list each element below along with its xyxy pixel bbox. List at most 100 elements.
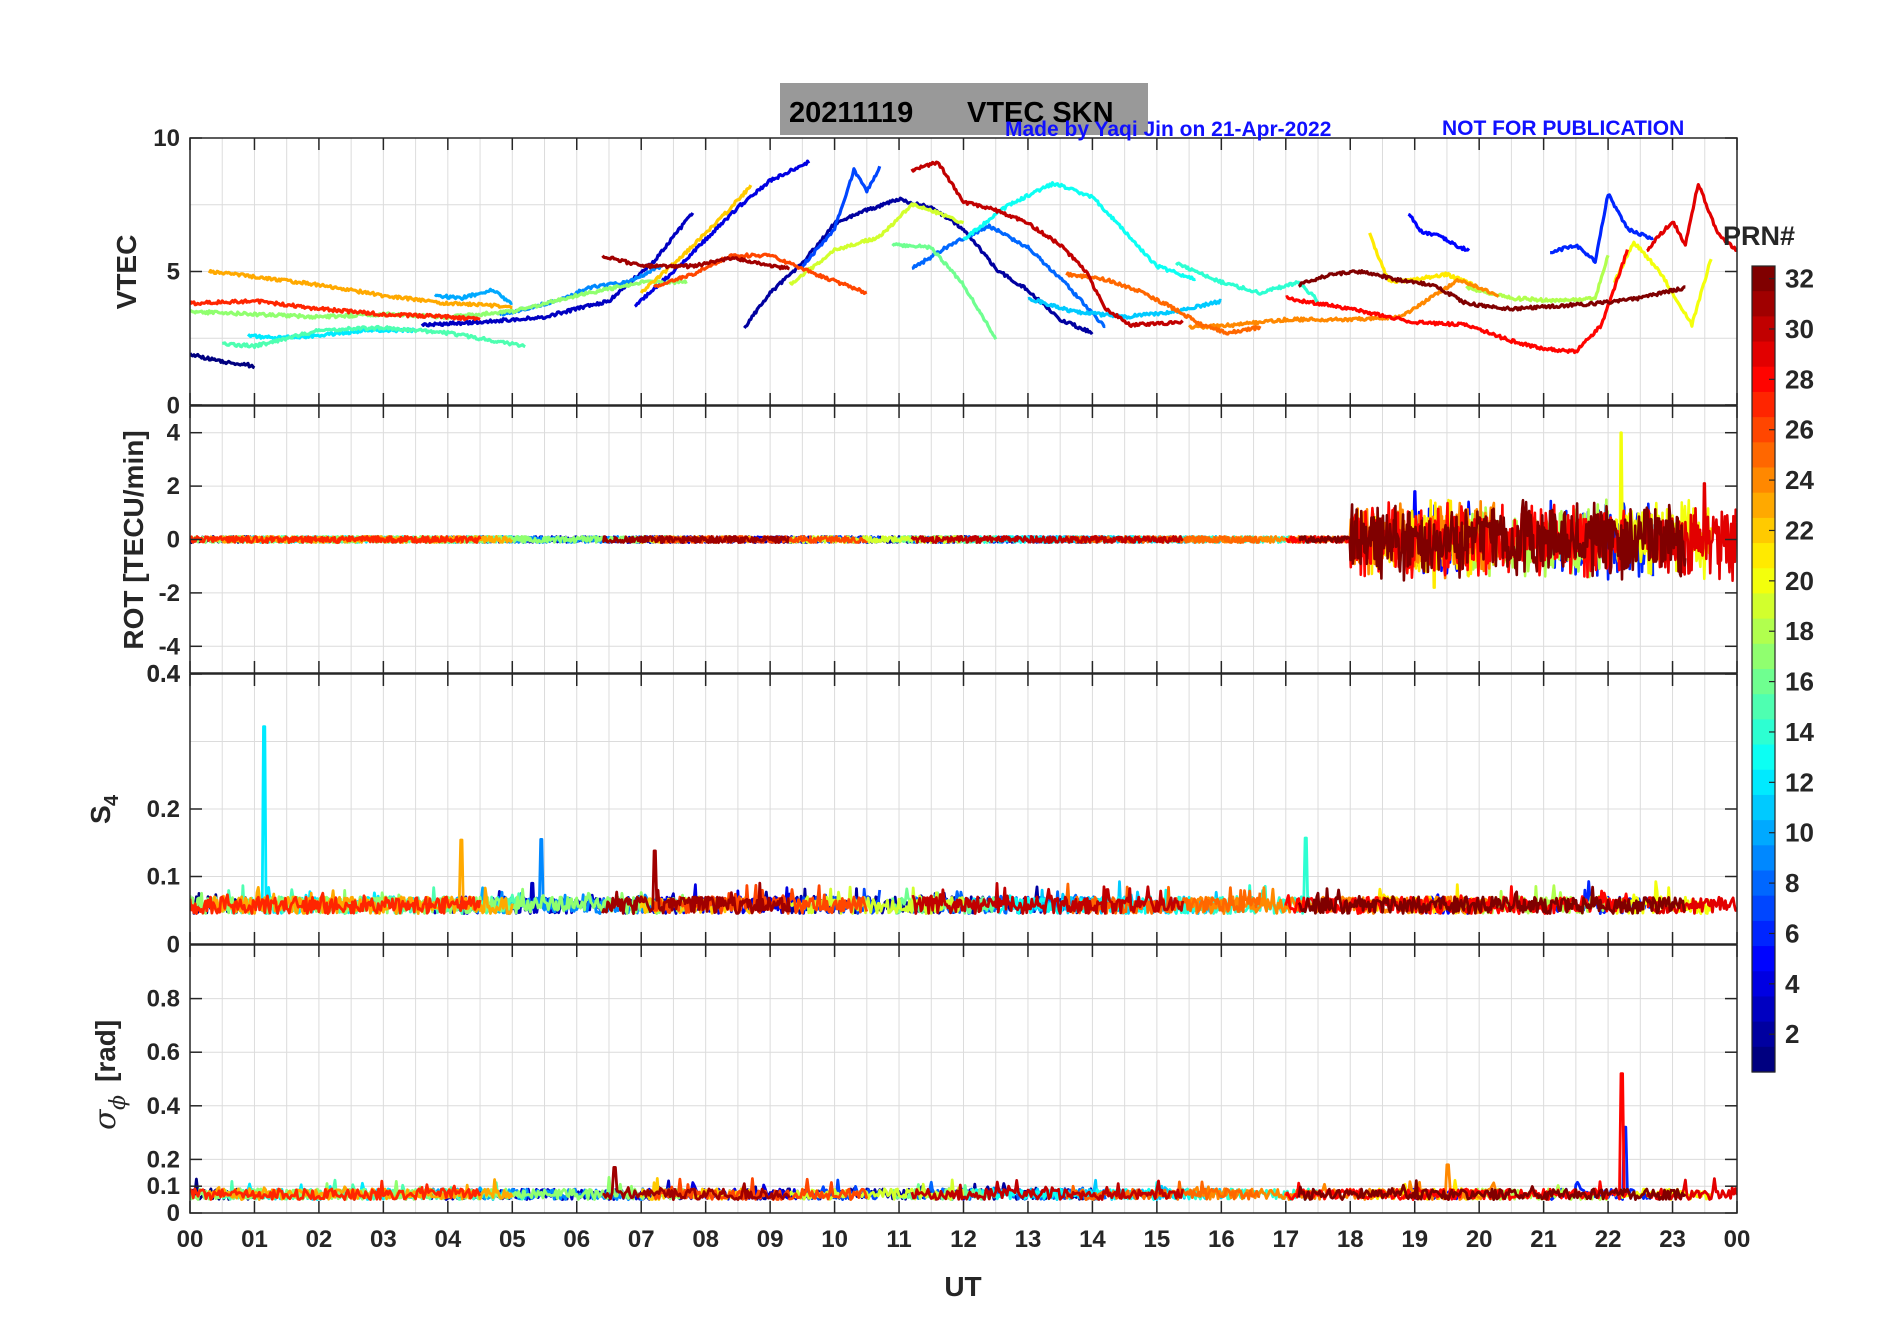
traces — [190, 431, 1737, 589]
credit-text: Made by Yaqi Jin on 21-Apr-2022 — [1005, 118, 1331, 141]
colorbar-frame — [1751, 265, 1776, 1073]
colorbar-segment — [1752, 845, 1775, 872]
s4-ylabel: S 4 — [85, 794, 123, 824]
colorbar-tick-label: 28 — [1785, 364, 1814, 394]
panel-s4: 0.1 0.2 0.4 — [147, 661, 1738, 945]
y-tick-label: 0.4 — [147, 1093, 181, 1120]
colorbar-segment — [1752, 366, 1775, 393]
colorbar-tick-label: 32 — [1785, 264, 1814, 294]
not-for-publication: NOT FOR PUBLICATION — [1442, 117, 1684, 140]
x-tick-label: 03 — [370, 1226, 397, 1253]
colorbar-segment — [1752, 769, 1775, 796]
colorbar-tick-label: 10 — [1785, 818, 1814, 848]
colorbar-segment — [1752, 467, 1775, 494]
colorbar-segment — [1752, 794, 1775, 821]
vtec-line-prn-7 — [800, 165, 882, 269]
y-tick-label: 0 — [167, 1200, 180, 1227]
y-tick-label: 0.2 — [147, 796, 180, 823]
svg-text:S: S — [85, 805, 116, 824]
rot-line-prn-32 — [1298, 498, 1687, 582]
title-box — [780, 83, 1148, 135]
sigma-line-prn-31 — [602, 1166, 791, 1201]
y-tick-label: 10 — [153, 125, 180, 152]
boundary-tick-label: 0 — [167, 932, 180, 959]
x-tick-label: 11 — [886, 1226, 911, 1253]
tick-marks — [189, 945, 1738, 1214]
x-tick-label: 14 — [1079, 1226, 1106, 1253]
tick-marks — [189, 673, 1738, 944]
svg-text:4: 4 — [101, 794, 123, 806]
vtec-line-prn-8 — [911, 223, 1106, 329]
colorbar-tick-label: 22 — [1785, 515, 1814, 545]
tick-marks — [189, 406, 1738, 673]
vtec-line-prn-20 — [1612, 240, 1713, 328]
colorbar-segment — [1752, 291, 1775, 317]
vtec-line-prn-23 — [207, 268, 513, 310]
y-tick-label: 0.8 — [147, 986, 180, 1013]
colorbar-segment — [1752, 341, 1775, 368]
vtec-line-prn-16 — [891, 242, 998, 340]
svg-text:ϕ: ϕ — [106, 1095, 131, 1110]
x-axis-label: UT — [944, 1271, 981, 1302]
x-tick-label: 00 — [1724, 1226, 1751, 1253]
vtec-line-prn-2 — [743, 196, 1094, 335]
x-tick-label: 09 — [757, 1226, 784, 1253]
colorbar-tick-label: 4 — [1785, 969, 1800, 999]
colorbar-tick-label: 18 — [1785, 616, 1814, 646]
colorbar-segment — [1752, 946, 1775, 972]
colorbar-segment — [1752, 316, 1775, 343]
vtec-line-prn-11 — [1027, 296, 1222, 320]
x-tick-label: 21 — [1530, 1226, 1557, 1253]
x-tick-label: 16 — [1208, 1226, 1235, 1253]
vtec-line-prn-29 — [1646, 183, 1737, 253]
title-date: 20211119 — [789, 97, 913, 129]
s4-line-prn-30 — [911, 882, 1185, 915]
panel-sigma_phi: 00.10.2 0.4 0.6 0.8 — [147, 944, 1738, 1227]
colorbar-tick-label: 2 — [1785, 1019, 1799, 1049]
svg-text:σ: σ — [88, 1108, 123, 1130]
colorbar-segment — [1752, 391, 1775, 418]
boundary-tick-label: 0.4 — [147, 661, 181, 688]
colorbar-tick-label: 30 — [1785, 314, 1814, 344]
colorbar-segment — [1752, 669, 1775, 695]
x-tick-label: 07 — [628, 1226, 655, 1253]
sigma-line-prn-29 — [1645, 1177, 1737, 1201]
x-tick-label: 05 — [499, 1226, 526, 1253]
y-tick-label: -4 — [159, 633, 181, 660]
rot-line-prn-27 — [190, 535, 482, 544]
svg-text:[rad]: [rad] — [90, 1020, 121, 1082]
vtec-line-prn-26 — [652, 252, 868, 295]
colorbar-tick-label: 6 — [1785, 918, 1799, 948]
panels: 510-4-20240.10.20.400.10.20.40.60.800.40… — [147, 125, 1751, 1253]
vtec-line-prn-6 — [1549, 193, 1655, 264]
colorbar-segment — [1752, 719, 1775, 746]
s4-line-prn-32 — [1297, 885, 1687, 915]
vtec-line-prn-28 — [1285, 249, 1629, 355]
y-tick-label: -2 — [159, 580, 180, 607]
panel-rot: -4 -2 0 2 4 — [159, 405, 1738, 674]
x-tick-label: 06 — [563, 1226, 590, 1253]
panel-vtec: 5 10 — [153, 125, 1738, 406]
x-tick-label: 00 — [177, 1226, 204, 1253]
s4-line-prn-29 — [1646, 895, 1737, 915]
y-tick-label: 0.2 — [147, 1146, 180, 1173]
vtec-line-prn-25 — [1065, 271, 1262, 336]
rot-line-prn-30 — [910, 535, 1184, 544]
colorbar-segment — [1752, 1021, 1775, 1048]
sigma-ylabel: σ ϕ [rad] — [88, 1020, 131, 1130]
x-tick-labels: 00 01 02 03 04 05 06 07 08 09 10 11 12 13 14 15 16 17 18 19… — [177, 1226, 1751, 1253]
vtec-line-prn-31 — [601, 254, 790, 271]
colorbar-segment — [1752, 920, 1775, 947]
vtec-line-prn-27 — [190, 298, 481, 322]
y-tick-label: 0.6 — [147, 1039, 180, 1066]
vtec-line-prn-30 — [910, 160, 1184, 328]
vtec-line-prn-32 — [1297, 269, 1686, 312]
colorbar-segment — [1752, 543, 1775, 569]
title-product: VTEC SKN — [967, 97, 1114, 129]
vtec-line-prn-4 — [633, 159, 811, 308]
rot-ylabel: ROT [TECU/min] — [118, 430, 149, 649]
colorbar-segment — [1752, 895, 1775, 922]
colorbar-segment — [1752, 417, 1775, 443]
